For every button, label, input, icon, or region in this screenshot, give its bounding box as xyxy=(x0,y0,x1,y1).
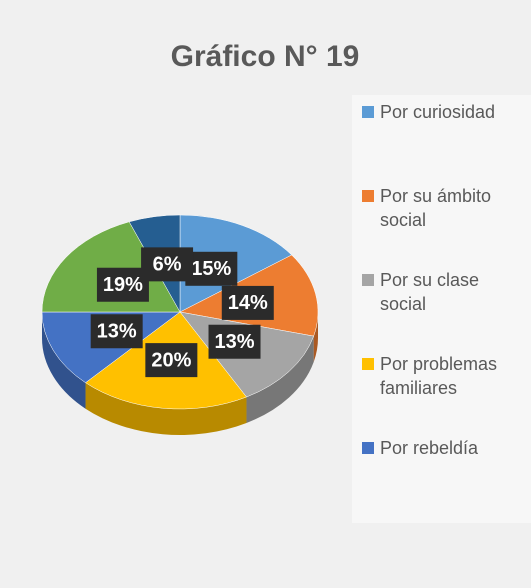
legend-label: Por su clase social xyxy=(380,270,480,314)
legend-swatch xyxy=(362,358,374,370)
data-label: 19% xyxy=(103,274,143,296)
legend-swatch xyxy=(362,442,374,454)
legend-entry: Por curiosidad xyxy=(362,100,530,124)
data-label: 13% xyxy=(97,321,137,343)
legend-entry: Por su ámbito social xyxy=(362,184,530,232)
data-label-box xyxy=(90,314,143,349)
legend-label: Por su ámbito social xyxy=(380,186,492,230)
data-label-box xyxy=(221,285,274,320)
legend-label: Por problemas familiares xyxy=(380,354,498,398)
data-label-box xyxy=(96,267,149,302)
data-label: 15% xyxy=(191,258,231,280)
data-label-box xyxy=(185,251,238,286)
slice-side xyxy=(246,336,314,424)
slice-side xyxy=(85,382,247,435)
data-label-box xyxy=(141,247,194,282)
data-label: 20% xyxy=(151,349,191,371)
legend-swatch xyxy=(362,190,374,202)
legend-entry: Por su clase social xyxy=(362,268,530,316)
data-label-box xyxy=(145,343,198,378)
legend-background xyxy=(352,95,531,523)
data-label: 6% xyxy=(153,254,182,276)
legend-label: Por rebeldía xyxy=(380,438,479,458)
legend-swatch xyxy=(362,274,374,286)
legend-swatch xyxy=(362,106,374,118)
data-label: 14% xyxy=(228,292,268,314)
chart-title: Gráfico N° 19 xyxy=(171,40,360,73)
data-label: 13% xyxy=(215,331,255,353)
legend-entry: Por problemas familiares xyxy=(362,352,530,400)
data-label-box xyxy=(208,324,261,359)
legend-label: Por curiosidad xyxy=(380,102,496,122)
slice-side xyxy=(42,312,86,409)
legend-entry: Por rebeldía xyxy=(362,436,530,460)
